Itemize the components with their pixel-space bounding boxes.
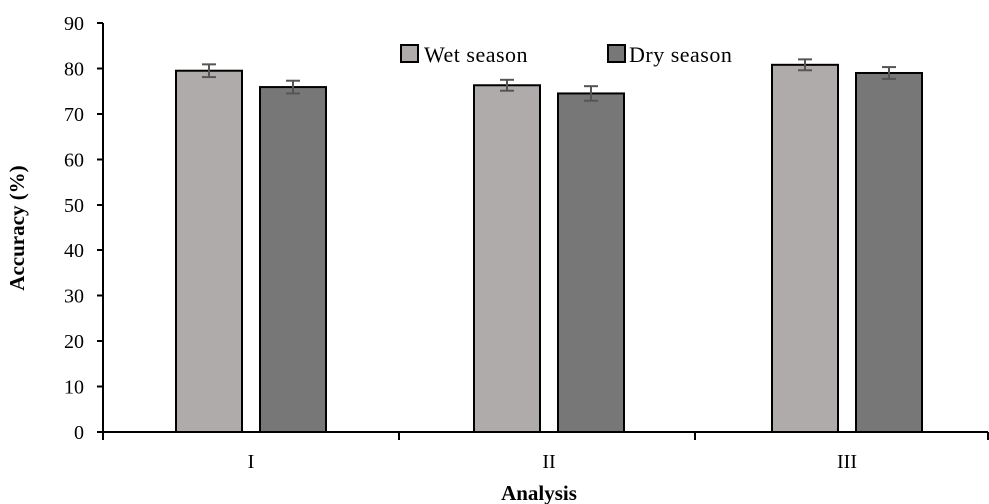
y-tick-label: 40 bbox=[64, 240, 84, 262]
error-bars bbox=[202, 58, 896, 102]
y-tick-label: 30 bbox=[64, 286, 84, 308]
legend-swatch-wet-season bbox=[400, 44, 419, 63]
legend-label-dry-season: Dry season bbox=[629, 42, 732, 67]
y-axis-title: Accuracy (%) bbox=[5, 165, 29, 290]
x-axis-ticks: I II III bbox=[102, 432, 989, 473]
bar-wet-season-ii bbox=[473, 84, 541, 434]
y-tick-label: 90 bbox=[64, 13, 84, 35]
y-tick-label: 50 bbox=[64, 195, 84, 217]
x-tick-label: I bbox=[248, 451, 255, 473]
x-axis-title: Analysis bbox=[501, 481, 577, 504]
legend-label-wet-season: Wet season bbox=[424, 42, 528, 67]
legend-swatch-dry-season bbox=[607, 44, 626, 63]
bar-wet-season-iii bbox=[771, 63, 839, 433]
x-tick-label: III bbox=[837, 451, 857, 473]
bar-dry-season-iii bbox=[855, 71, 923, 433]
y-tick-label: 0 bbox=[74, 422, 84, 444]
y-tick-label: 70 bbox=[64, 104, 84, 126]
bar-dry-season-ii bbox=[557, 92, 625, 433]
x-tick-label: II bbox=[542, 451, 555, 473]
bar-wet-season-i bbox=[175, 69, 243, 433]
y-tick-label: 20 bbox=[64, 331, 84, 353]
legend: Wet season Dry season bbox=[400, 42, 732, 67]
bars bbox=[175, 63, 923, 434]
y-tick-label: 80 bbox=[64, 58, 84, 80]
y-tick-label: 60 bbox=[64, 149, 84, 171]
y-axis-ticks: 0 10 20 30 40 50 60 70 80 90 bbox=[64, 13, 103, 444]
bar-dry-season-i bbox=[259, 86, 327, 434]
y-tick-label: 10 bbox=[64, 377, 84, 399]
